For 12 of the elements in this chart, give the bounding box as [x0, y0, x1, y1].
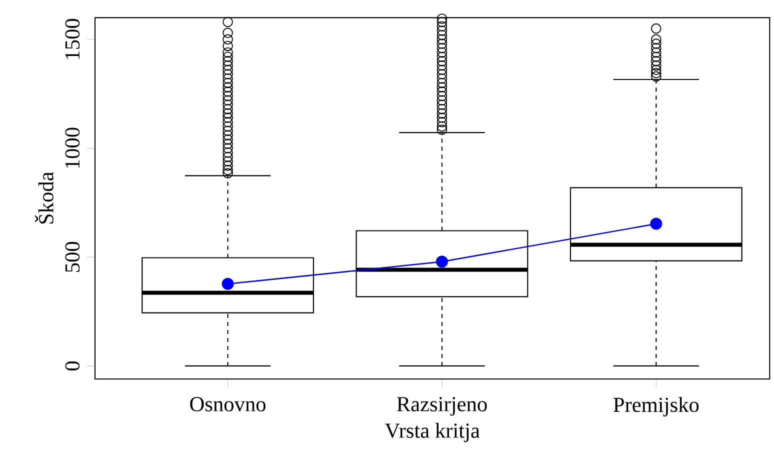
y-tick-label: 1500: [65, 18, 80, 59]
y-tick-label: 1000: [65, 128, 80, 168]
point: [650, 218, 662, 230]
x-axis-title: Vrsta kritja: [384, 422, 480, 442]
x-tick-label: Premijsko: [614, 397, 699, 416]
x-tick-label: Osnovno: [190, 397, 266, 412]
y-tick-label: 0: [65, 361, 80, 370]
point: [222, 278, 234, 290]
y-axis-title: Škoda: [34, 172, 54, 224]
x-tick-label: Razsirjeno: [396, 397, 487, 416]
point: [436, 256, 448, 268]
y-tick-label: 500: [65, 242, 80, 272]
